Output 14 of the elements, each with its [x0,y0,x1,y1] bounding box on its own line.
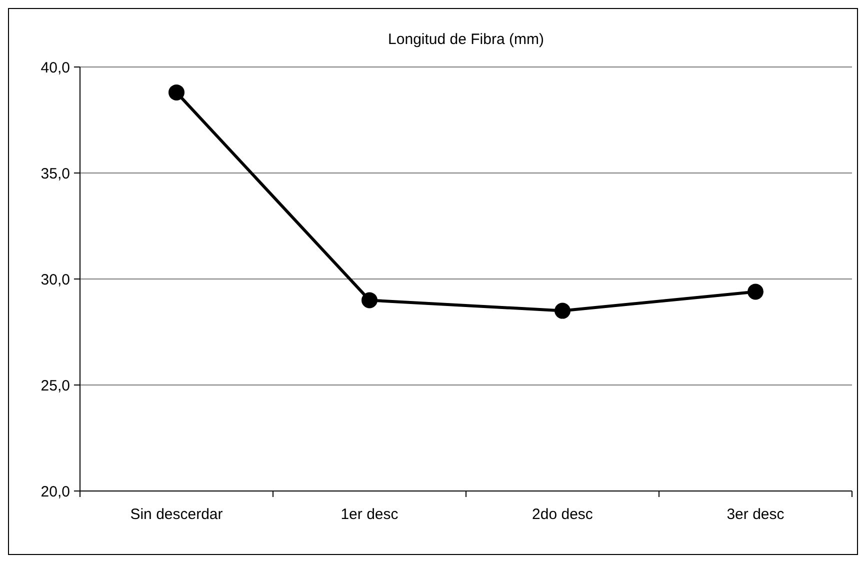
x-tick-label: Sin descerdar [130,506,223,523]
point [168,84,184,100]
y-tick-label: 25,0 [40,377,70,394]
y-tick-label: 35,0 [40,165,70,182]
x-tick-label: 2do desc [532,506,594,523]
y-tick-label: 20,0 [40,483,70,500]
point [748,284,764,300]
chart-title: Longitud de Fibra (mm) [388,31,544,48]
x-tick-label: 1er desc [340,506,399,523]
point [362,292,378,308]
y-tick-label: 30,0 [40,271,70,288]
y-tick-label: 40,0 [40,59,70,76]
point [554,302,570,319]
x-tick-label: 3er desc [726,506,785,523]
